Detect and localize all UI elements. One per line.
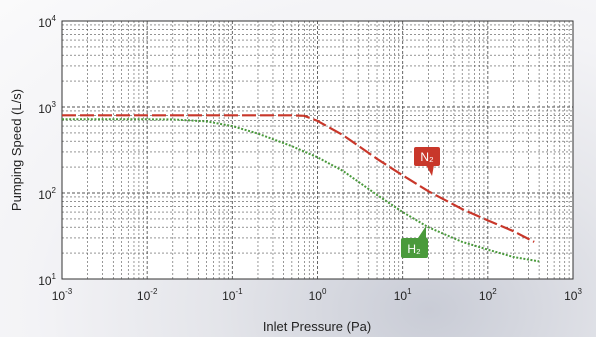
x-tick-label: 102 xyxy=(479,287,497,303)
x-tick-label: 103 xyxy=(564,287,582,303)
h2-tag-label: H₂ xyxy=(407,242,421,256)
series-line-n2 xyxy=(62,114,535,243)
y-tick-label: 104 xyxy=(38,14,56,30)
n2-tag-pointer xyxy=(426,165,434,176)
series-line-h2 xyxy=(62,118,540,263)
y-axis-title: Pumping Speed (L/s) xyxy=(9,89,24,211)
y-tick-label: 103 xyxy=(38,100,56,116)
n2-tag-label: N₂ xyxy=(420,150,434,164)
x-axis-title: Inlet Pressure (Pa) xyxy=(263,319,371,334)
series-group xyxy=(62,114,540,263)
h2-tag-pointer xyxy=(418,226,426,238)
x-tick-labels: 10-3 10-2 10-1 100 101 102 103 xyxy=(52,287,583,303)
n2-tag-box xyxy=(414,147,440,166)
x-tick-label: 10-1 xyxy=(222,287,243,303)
x-tick-label: 101 xyxy=(394,287,412,303)
h2-tag-box xyxy=(401,238,428,258)
y-tick-label: 102 xyxy=(38,186,56,202)
h2-series-tag: H₂ xyxy=(401,226,428,258)
x-tick-label: 10-3 xyxy=(52,287,73,303)
plot-frame xyxy=(61,20,574,280)
x-tick-label: 10-2 xyxy=(137,287,158,303)
y-tick-labels: 101 102 103 104 xyxy=(38,14,56,288)
n2-series-tag: N₂ xyxy=(414,147,440,176)
y-tick-label: 101 xyxy=(38,272,56,288)
x-tick-label: 100 xyxy=(309,287,327,303)
